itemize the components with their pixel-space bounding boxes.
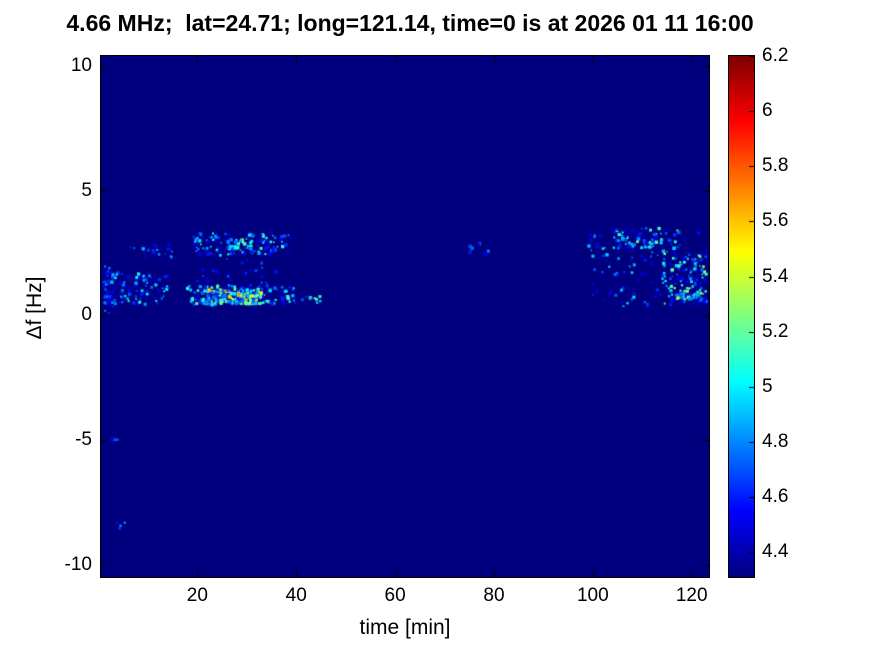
colorbar-tick-label: 5 — [762, 375, 773, 397]
y-tick-label: 10 — [70, 54, 92, 76]
x-tick-label: 40 — [285, 585, 307, 606]
colorbar-tick-label: 6.2 — [762, 45, 789, 66]
colorbar-tick-label: 6 — [762, 100, 773, 122]
x-tick-label: 80 — [483, 585, 505, 606]
colorbar-tick-label: 5.4 — [762, 265, 789, 287]
colorbar-tick-label: 5.2 — [762, 320, 789, 342]
y-tick-label: -10 — [64, 553, 92, 575]
colorbar-tick-label: 5.6 — [762, 210, 789, 232]
colorbar-tick-label: 4.6 — [762, 486, 789, 508]
heatmap-canvas — [101, 56, 709, 577]
x-tick-label: 100 — [576, 585, 609, 606]
y-tick-label: 5 — [81, 179, 92, 201]
plot-title: 4.66 MHz; lat=24.71; long=121.14, time=0… — [66, 10, 754, 36]
colorbar — [728, 55, 755, 578]
colorbar-canvas — [729, 56, 754, 577]
colorbar-tick-label: 4.8 — [762, 430, 789, 452]
y-tick-label: 0 — [81, 304, 92, 326]
colorbar-tick-label: 5.8 — [762, 155, 789, 177]
x-tick-label: 120 — [675, 585, 708, 606]
x-tick-label: 20 — [186, 585, 208, 606]
heatmap-plot-area — [100, 55, 710, 578]
colorbar-tick-label: 4.4 — [762, 541, 789, 563]
y-tick-label: -5 — [75, 428, 92, 450]
x-axis-label: time [min] — [359, 616, 451, 639]
x-tick-label: 60 — [384, 585, 406, 606]
